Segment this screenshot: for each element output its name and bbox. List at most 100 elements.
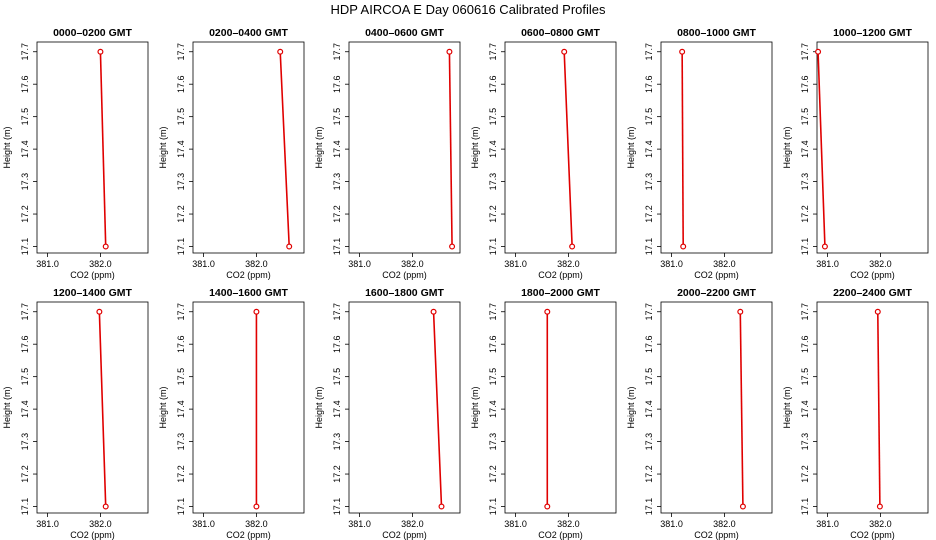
y-tick-label: 17.4 [644,140,654,158]
x-tick-label: 382.0 [89,519,112,529]
panel-title: 0000–0200 GMT [53,27,132,39]
data-point [821,243,828,250]
y-tick-label: 17.2 [800,465,810,483]
y-tick-label: 17.4 [800,140,810,158]
y-tick-label: 17.3 [20,433,30,451]
y-tick-label: 17.7 [644,303,654,321]
y-axis-label: Height (m) [470,386,480,428]
plot-frame [504,301,617,514]
x-axis-label: CO2 (ppm) [382,530,427,540]
series-line [98,311,107,507]
y-axis-label: Height (m) [626,126,636,168]
y-tick-label: 17.3 [644,173,654,191]
y-tick-label: 17.7 [20,43,30,61]
x-tick-label: 382.0 [401,519,424,529]
data-point [561,48,568,55]
y-axis-label: Height (m) [2,386,12,428]
panel-title: 0200–0400 GMT [209,27,288,39]
x-tick-label: 381.0 [192,519,215,529]
data-point [253,503,260,510]
data-point [277,48,284,55]
data-point [874,308,881,315]
data-point [679,48,686,55]
y-tick-label: 17.1 [20,498,30,516]
series-line [739,311,744,507]
panel-title: 1400–1600 GMT [209,287,288,299]
y-axis-label: Height (m) [782,386,792,428]
x-tick-label: 381.0 [192,259,215,269]
y-tick-label: 17.7 [332,303,342,321]
y-tick-label: 17.4 [488,400,498,418]
y-tick-label: 17.2 [644,465,654,483]
x-tick-label: 382.0 [713,259,736,269]
y-axis-label: Height (m) [470,126,480,168]
panel-title: 1800–2000 GMT [521,287,600,299]
y-tick-label: 17.5 [488,108,498,126]
plot-frame [192,41,305,254]
y-axis-label: Height (m) [158,386,168,428]
y-tick-label: 17.3 [20,173,30,191]
panel-title: 0600–0800 GMT [521,27,600,39]
data-point [286,243,293,250]
y-tick-label: 17.5 [176,368,186,386]
y-axis-label: Height (m) [782,126,792,168]
x-axis-label: CO2 (ppm) [850,530,895,540]
plot-frame [36,41,149,254]
y-tick-label: 17.2 [20,465,30,483]
x-axis-label: CO2 (ppm) [382,270,427,280]
panel-title: 1200–1400 GMT [53,287,132,299]
y-axis-label: Height (m) [158,126,168,168]
x-tick-label: 382.0 [869,259,892,269]
data-point [102,503,109,510]
plot-frame [504,41,617,254]
y-tick-label: 17.7 [800,43,810,61]
x-tick-label: 382.0 [245,519,268,529]
y-tick-label: 17.1 [176,498,186,516]
x-tick-label: 381.0 [36,519,59,529]
y-tick-label: 17.7 [644,43,654,61]
y-tick-label: 17.5 [644,368,654,386]
figure-title: HDP AIRCOA E Day 060616 Calibrated Profi… [330,2,606,17]
y-tick-label: 17.5 [20,368,30,386]
panel-title: 1000–1200 GMT [833,27,912,39]
x-axis-label: CO2 (ppm) [70,530,115,540]
x-axis-label: CO2 (ppm) [694,530,739,540]
plot-frame [660,301,773,514]
data-point [876,503,883,510]
x-tick-label: 381.0 [660,259,683,269]
y-tick-label: 17.4 [488,140,498,158]
y-tick-label: 17.7 [488,43,498,61]
y-tick-label: 17.4 [800,400,810,418]
x-axis-label: CO2 (ppm) [538,270,583,280]
y-axis-label: Height (m) [2,126,12,168]
series-line [432,311,443,507]
x-axis-label: CO2 (ppm) [226,270,271,280]
y-tick-label: 17.6 [176,75,186,93]
y-tick-label: 17.3 [488,433,498,451]
plot-frame [816,41,929,254]
y-tick-label: 17.6 [20,335,30,353]
data-point [102,243,109,250]
y-tick-label: 17.6 [800,335,810,353]
y-tick-label: 17.1 [488,498,498,516]
y-tick-label: 17.3 [176,433,186,451]
y-tick-label: 17.5 [20,108,30,126]
y-tick-label: 17.1 [644,238,654,256]
data-point [815,48,822,55]
y-tick-label: 17.3 [332,433,342,451]
x-tick-label: 381.0 [504,259,527,269]
x-tick-label: 381.0 [36,259,59,269]
data-point [569,243,576,250]
panel-title: 2000–2200 GMT [677,287,756,299]
data-point [737,308,744,315]
data-point [96,308,103,315]
y-tick-label: 17.5 [332,108,342,126]
y-tick-label: 17.2 [800,205,810,223]
x-tick-label: 381.0 [504,519,527,529]
